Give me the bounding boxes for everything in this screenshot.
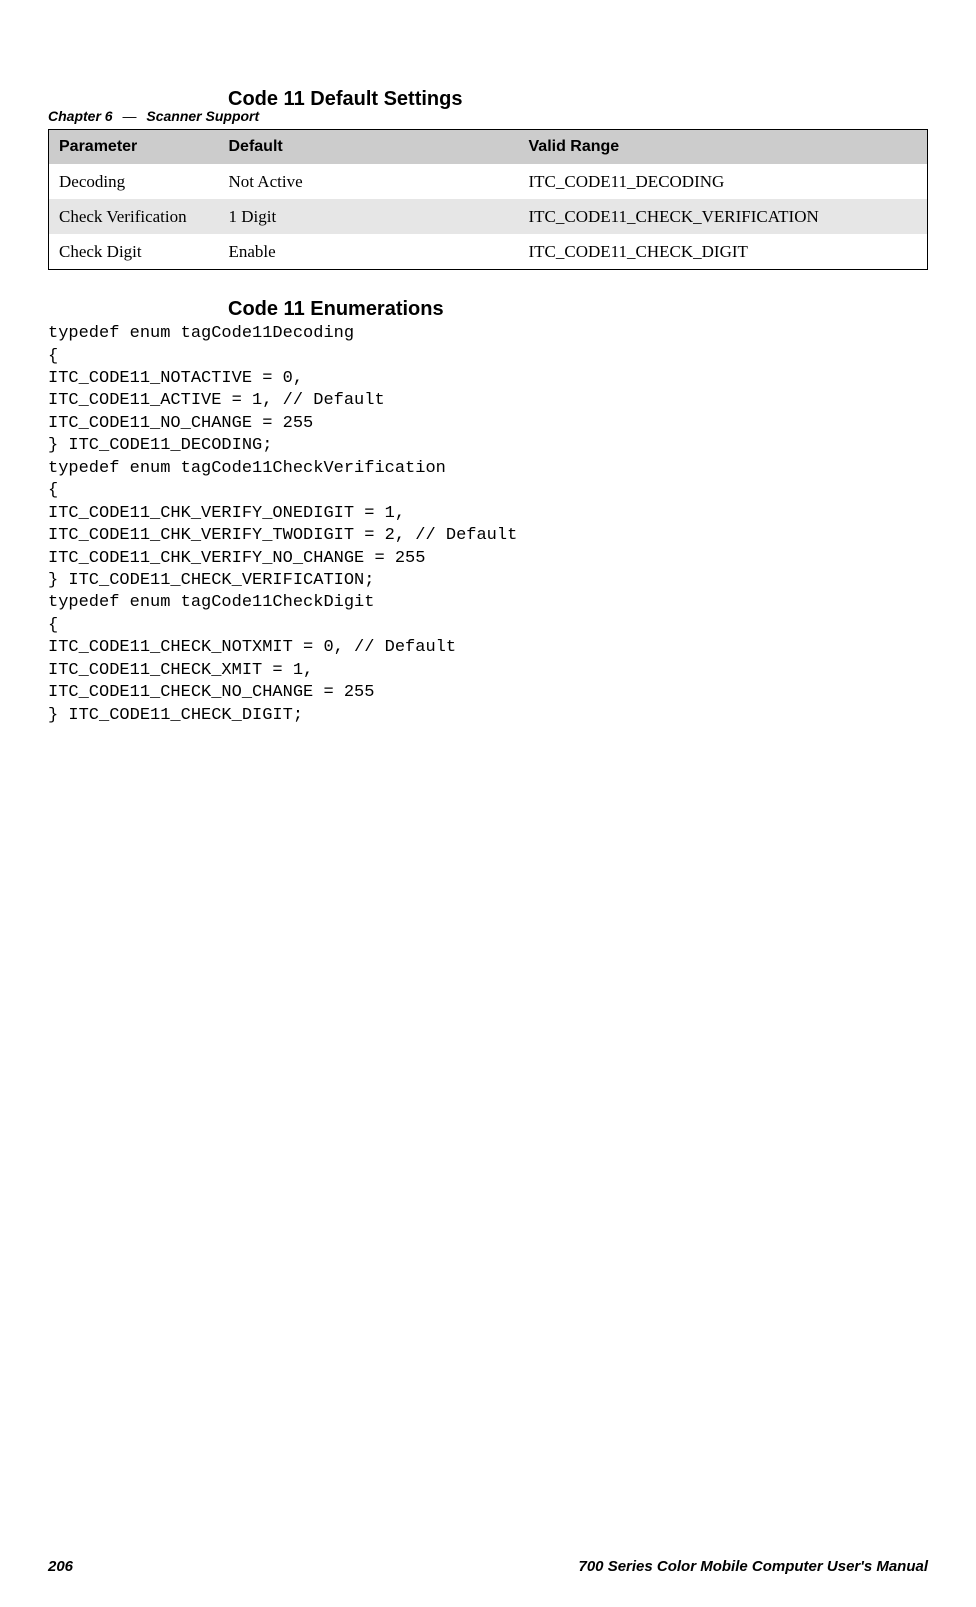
- col-parameter: Parameter: [49, 130, 219, 164]
- em-dash: —: [122, 108, 136, 124]
- cell-default: Enable: [219, 234, 519, 270]
- table-row: Check Verification 1 Digit ITC_CODE11_CH…: [49, 199, 928, 234]
- manual-title: 700 Series Color Mobile Computer User's …: [579, 1558, 929, 1575]
- section-heading-enumerations: Code 11 Enumerations: [228, 298, 928, 321]
- page-footer: 206 700 Series Color Mobile Computer Use…: [48, 1558, 928, 1575]
- cell-parameter: Check Verification: [49, 199, 219, 234]
- table-row: Decoding Not Active ITC_CODE11_DECODING: [49, 164, 928, 199]
- document-page: Chapter 6 — Scanner Support Code 11 Defa…: [0, 88, 976, 1607]
- section-heading-default-settings: Code 11 Default Settings: [228, 88, 928, 111]
- cell-parameter: Check Digit: [49, 234, 219, 270]
- cell-valid-range: ITC_CODE11_DECODING: [519, 164, 928, 199]
- running-header: Chapter 6 — Scanner Support: [48, 108, 259, 124]
- table-header-row: Parameter Default Valid Range: [49, 130, 928, 164]
- code-block-enumerations: typedef enum tagCode11Decoding { ITC_COD…: [48, 323, 928, 727]
- chapter-title: Scanner Support: [146, 108, 259, 124]
- settings-table: Parameter Default Valid Range Decoding N…: [48, 129, 928, 270]
- cell-default: Not Active: [219, 164, 519, 199]
- page-number: 206: [48, 1558, 73, 1575]
- cell-valid-range: ITC_CODE11_CHECK_VERIFICATION: [519, 199, 928, 234]
- cell-valid-range: ITC_CODE11_CHECK_DIGIT: [519, 234, 928, 270]
- cell-default: 1 Digit: [219, 199, 519, 234]
- col-default: Default: [219, 130, 519, 164]
- chapter-label: Chapter 6: [48, 108, 113, 124]
- table-row: Check Digit Enable ITC_CODE11_CHECK_DIGI…: [49, 234, 928, 270]
- cell-parameter: Decoding: [49, 164, 219, 199]
- col-valid-range: Valid Range: [519, 130, 928, 164]
